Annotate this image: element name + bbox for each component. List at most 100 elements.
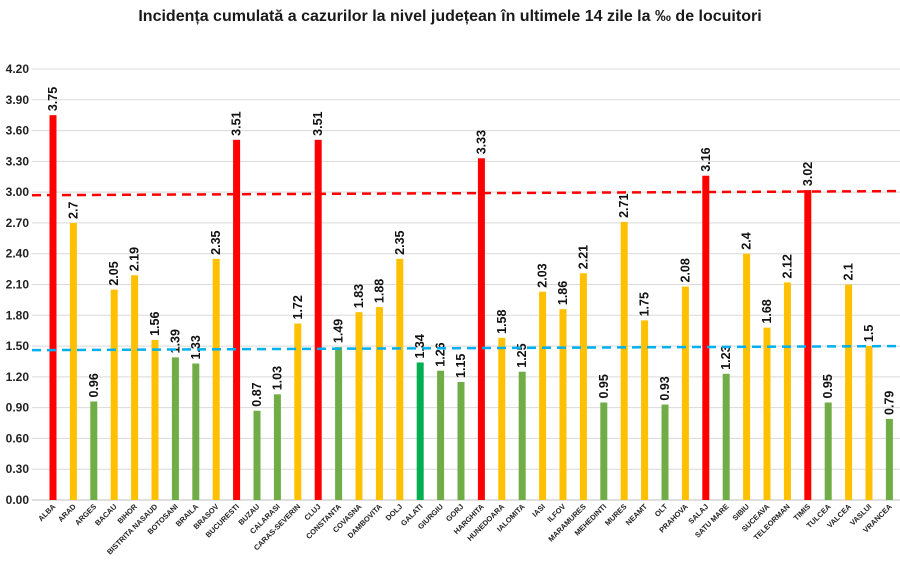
data-label: 1.26 xyxy=(434,342,448,366)
bar xyxy=(600,402,608,500)
bar xyxy=(212,258,220,500)
data-label: 0.95 xyxy=(597,374,611,398)
bar xyxy=(865,346,873,500)
data-label: 1.49 xyxy=(332,319,346,343)
bar xyxy=(69,222,77,500)
bar xyxy=(518,371,526,500)
data-label: 1.72 xyxy=(291,295,305,319)
y-tick-label: 2.10 xyxy=(6,278,30,292)
bar xyxy=(90,401,98,500)
bar xyxy=(171,357,179,500)
data-label: 1.15 xyxy=(454,354,468,378)
data-label: 3.16 xyxy=(699,147,713,171)
data-label: 1.23 xyxy=(719,345,733,369)
bar xyxy=(620,221,628,500)
bar xyxy=(885,418,893,500)
y-tick-label: 2.40 xyxy=(6,247,30,261)
bar xyxy=(539,291,547,500)
y-tick-label: 0.60 xyxy=(6,431,30,445)
data-label: 1.33 xyxy=(189,335,203,359)
bar xyxy=(355,312,363,500)
y-tick-label: 0.30 xyxy=(6,462,30,476)
y-tick-label: 3.30 xyxy=(6,154,30,168)
data-label: 2.03 xyxy=(536,263,550,287)
bar xyxy=(559,309,567,500)
category-label: ALBA xyxy=(36,502,58,524)
category-label: IASI xyxy=(530,502,547,519)
bar xyxy=(233,139,241,501)
bar xyxy=(416,362,424,500)
chart-title: Incidența cumulată a cazurilor la nivel … xyxy=(138,8,762,25)
bar xyxy=(743,253,751,500)
data-label: 1.86 xyxy=(556,281,570,305)
data-label: 2.35 xyxy=(209,230,223,254)
bar xyxy=(579,273,587,500)
bar xyxy=(457,381,465,500)
category-label: OLT xyxy=(653,502,670,519)
data-label: 0.79 xyxy=(882,391,896,415)
data-label: 2.1 xyxy=(842,263,856,280)
data-label: 2.21 xyxy=(576,245,590,269)
data-label: 0.95 xyxy=(821,374,835,398)
y-tick-label: 3.90 xyxy=(6,93,30,107)
data-label: 2.08 xyxy=(678,258,692,282)
bar xyxy=(396,258,404,500)
bar xyxy=(477,158,485,500)
data-label: 2.7 xyxy=(66,202,80,219)
bar xyxy=(804,190,812,501)
category-label: NEAMT xyxy=(624,502,650,528)
data-label: 3.51 xyxy=(230,111,244,135)
data-label: 2.12 xyxy=(780,254,794,278)
reference-line xyxy=(31,344,900,352)
data-label: 1.68 xyxy=(760,299,774,323)
bar xyxy=(661,404,669,500)
y-tick-label: 0.90 xyxy=(6,401,30,415)
data-label: 1.34 xyxy=(413,334,427,358)
y-tick-label: 1.20 xyxy=(6,370,30,384)
bar xyxy=(783,282,791,500)
data-label: 1.56 xyxy=(148,312,162,336)
bar xyxy=(763,327,771,500)
bar xyxy=(192,363,200,500)
category-label: MURES xyxy=(603,502,629,528)
data-label: 1.5 xyxy=(862,325,876,342)
bar xyxy=(375,307,383,500)
bar xyxy=(294,323,302,500)
bar xyxy=(253,410,261,500)
bar xyxy=(131,275,139,500)
bar xyxy=(335,347,343,500)
category-label: BACAU xyxy=(93,502,119,528)
data-label: 1.58 xyxy=(495,309,509,333)
data-label: 3.51 xyxy=(311,111,325,135)
data-label: 0.96 xyxy=(87,373,101,397)
data-label: 3.75 xyxy=(46,87,60,111)
data-label: 2.19 xyxy=(128,247,142,271)
data-label: 3.02 xyxy=(801,162,815,186)
data-label: 2.35 xyxy=(393,230,407,254)
bar xyxy=(845,284,853,500)
data-label: 1.39 xyxy=(168,329,182,353)
bar xyxy=(314,139,322,501)
y-tick-label: 1.50 xyxy=(6,339,30,353)
y-tick-label: 2.70 xyxy=(6,216,30,230)
data-label: 0.87 xyxy=(250,382,264,406)
reference-line xyxy=(31,189,900,197)
data-label: 1.03 xyxy=(270,366,284,390)
bar xyxy=(273,394,281,500)
y-tick-label: 3.00 xyxy=(6,185,30,199)
data-label: 2.71 xyxy=(617,194,631,218)
bar xyxy=(498,337,506,500)
data-label: 1.88 xyxy=(372,279,386,303)
y-tick-label: 3.60 xyxy=(6,124,30,138)
bar xyxy=(824,402,832,500)
data-label: 2.4 xyxy=(740,232,754,249)
data-label: 2.05 xyxy=(107,261,121,285)
bar xyxy=(722,373,730,500)
data-label: 3.33 xyxy=(474,130,488,154)
y-tick-label: 0.00 xyxy=(6,493,30,507)
bar xyxy=(641,320,649,500)
data-label: 1.25 xyxy=(515,343,529,367)
data-label: 1.75 xyxy=(638,292,652,316)
bar xyxy=(110,289,118,500)
